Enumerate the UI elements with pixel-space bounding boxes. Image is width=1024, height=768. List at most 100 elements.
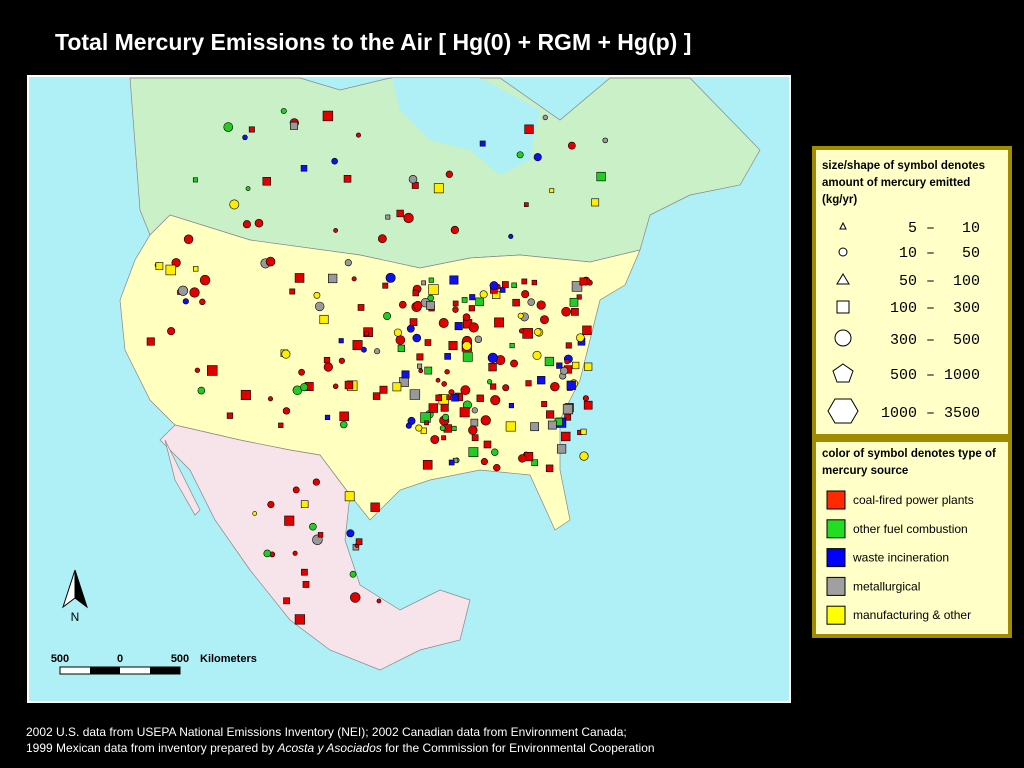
site-symbol (343, 175, 352, 183)
site-symbol (542, 114, 548, 121)
site-symbol (194, 367, 201, 373)
site-symbol (302, 581, 310, 588)
site-symbol (379, 385, 388, 394)
site-symbol (254, 218, 264, 228)
site-symbol (459, 407, 470, 418)
legend-size-row: 10 – 50 (899, 245, 980, 262)
site-symbol (449, 275, 459, 285)
site-symbol (146, 337, 155, 346)
site-symbol (392, 382, 402, 392)
site-symbol (438, 318, 449, 328)
site-symbol (346, 529, 355, 538)
site-symbol (317, 532, 324, 538)
site-symbol (298, 368, 305, 376)
site-symbol (199, 274, 211, 286)
site-symbol (488, 362, 497, 372)
site-symbol (531, 279, 538, 286)
site-symbol (300, 383, 309, 392)
site-symbol (252, 511, 258, 516)
site-symbol (508, 233, 514, 239)
site-symbol (476, 394, 484, 402)
site-symbol (521, 290, 530, 299)
site-symbol (550, 381, 560, 392)
legend-color-item: waste incineration (852, 551, 949, 565)
site-symbol (582, 325, 592, 335)
site-symbol (301, 568, 308, 576)
site-symbol (569, 297, 579, 307)
legend-color-item: coal-fired power plants (853, 493, 974, 507)
site-symbol (331, 157, 338, 165)
site-symbol (408, 175, 418, 184)
site-symbol (561, 431, 571, 442)
site-symbol (524, 124, 534, 134)
site-symbol (242, 134, 248, 141)
site-symbol (351, 276, 357, 282)
site-symbol (579, 277, 588, 286)
site-symbol (474, 335, 483, 344)
site-symbol (355, 132, 361, 138)
site-symbol (383, 312, 392, 320)
site-symbol (197, 386, 206, 395)
site-symbol (267, 396, 274, 402)
site-symbol (263, 549, 272, 558)
hudson-bay (392, 78, 540, 175)
site-symbol (427, 294, 434, 302)
site-symbol (576, 333, 585, 342)
site-symbol (290, 121, 298, 130)
site-symbol (511, 282, 517, 289)
site-symbol (572, 361, 580, 370)
scale-label: 500 (171, 653, 189, 665)
site-symbol (584, 362, 593, 371)
site-symbol (428, 277, 434, 283)
site-symbol (435, 394, 442, 402)
legend-swatch (826, 576, 846, 596)
legend-color-title: color of symbol denotes type of mercury … (822, 448, 996, 477)
footnote: 1999 Mexican data from inventory prepare… (26, 741, 655, 755)
site-symbol (344, 380, 354, 390)
site-symbol (444, 353, 451, 360)
site-symbol (540, 315, 549, 325)
site-symbol (428, 284, 439, 295)
site-symbol (602, 137, 609, 144)
site-symbol (349, 570, 357, 578)
site-symbol (489, 281, 499, 291)
site-symbol (502, 384, 510, 392)
legend-color-item: metallurgical (853, 579, 920, 593)
symbol (838, 247, 848, 257)
site-symbol (395, 335, 406, 345)
site-symbol (460, 385, 471, 396)
site-symbol (294, 614, 305, 625)
legend-color-box (812, 438, 1012, 638)
site-symbol (398, 300, 407, 309)
site-symbol (480, 415, 491, 426)
site-symbol (508, 402, 515, 409)
site-symbol (471, 407, 478, 414)
site-symbol (556, 444, 567, 454)
site-symbol (245, 186, 251, 192)
site-symbol (424, 339, 432, 346)
site-symbol (265, 256, 276, 267)
site-symbol (546, 410, 555, 419)
site-symbol (531, 459, 538, 467)
site-symbol (406, 324, 415, 333)
site-symbol (537, 376, 546, 385)
site-symbol (240, 389, 251, 401)
site-symbol (583, 400, 593, 410)
site-symbol (416, 353, 424, 361)
scale-bar (150, 667, 180, 674)
site-symbol (536, 300, 546, 310)
site-symbol (405, 422, 412, 429)
site-symbol (479, 140, 486, 147)
site-symbol (300, 500, 309, 508)
site-symbol (323, 362, 333, 372)
site-symbol (309, 522, 317, 531)
site-symbol (516, 151, 524, 159)
north-label: N (71, 610, 80, 624)
site-symbol (451, 425, 457, 431)
site-symbol (412, 333, 422, 343)
site-symbol (430, 435, 440, 444)
site-symbol (422, 459, 433, 470)
site-symbol (433, 183, 444, 194)
